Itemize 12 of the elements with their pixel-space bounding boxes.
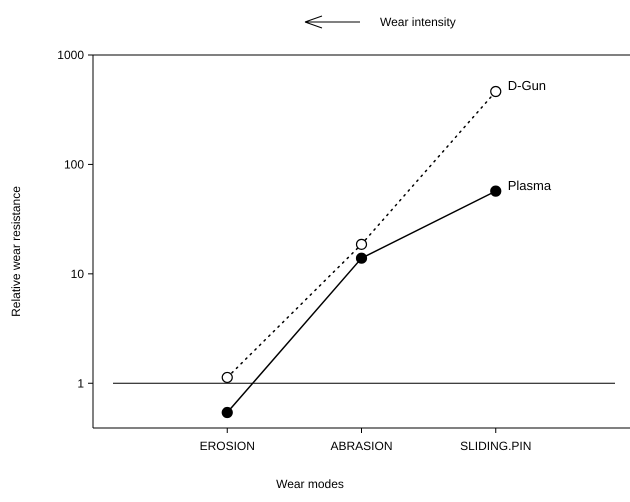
series-label: D-Gun: [508, 78, 546, 94]
y-tick-label: 1000: [57, 48, 84, 62]
text: Wear intensity: [380, 15, 456, 30]
x-tick-label: SLIDING.PIN: [460, 439, 532, 453]
y-tick-label: 100: [64, 158, 84, 172]
x-tick-label: EROSION: [200, 439, 255, 453]
y-tick-label: 10: [70, 267, 84, 282]
series-label: Plasma: [508, 178, 552, 193]
x-axis-title: Wear modes: [276, 477, 344, 491]
y-axis-title: Relative wear resistance: [9, 186, 23, 317]
x-tick-label: ABRASION: [330, 439, 393, 453]
y-tick-label: 1: [77, 376, 84, 390]
